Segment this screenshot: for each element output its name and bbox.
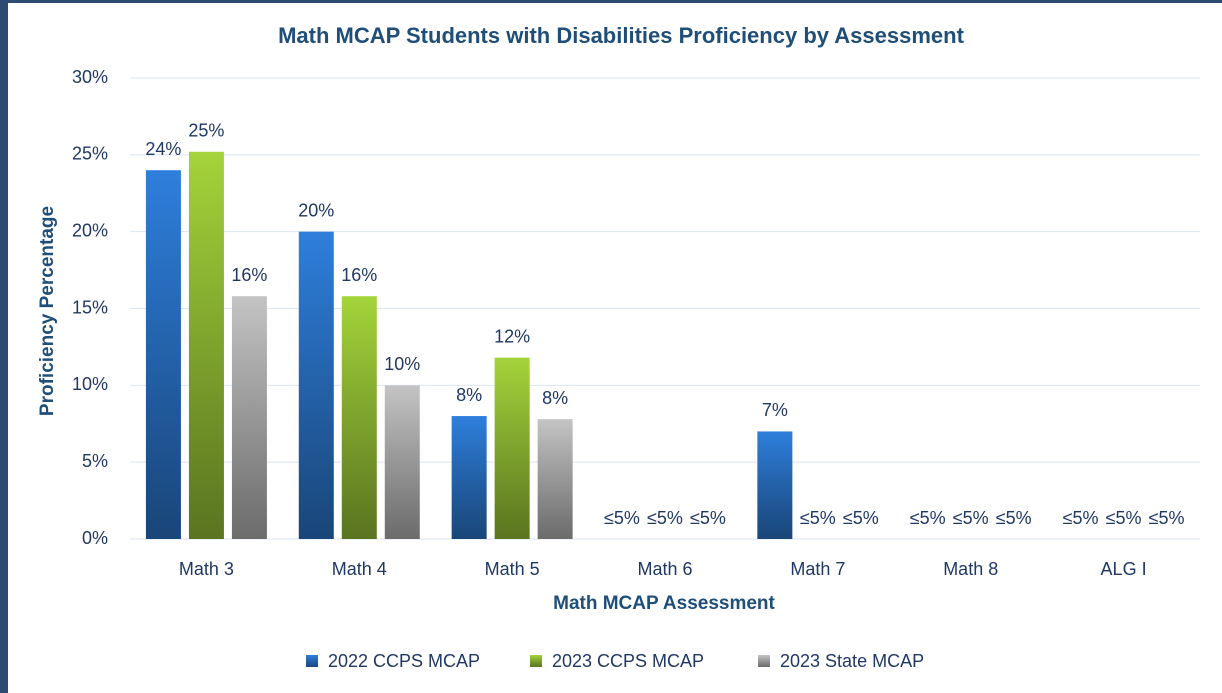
bar — [341, 296, 377, 539]
bar — [757, 431, 793, 539]
x-tick-label: Math 4 — [332, 559, 387, 579]
bar — [537, 419, 573, 539]
value-label: ≤5% — [690, 508, 726, 528]
x-tick-label: ALG I — [1101, 559, 1147, 579]
bar — [231, 296, 267, 539]
legend-label: 2023 CCPS MCAP — [552, 651, 704, 671]
x-tick-label: Math 7 — [790, 559, 845, 579]
bar — [188, 151, 224, 539]
value-label: 20% — [298, 200, 334, 220]
value-label: ≤5% — [1106, 508, 1142, 528]
x-tick-label: Math 8 — [943, 559, 998, 579]
bar — [145, 170, 181, 539]
bar — [298, 231, 334, 539]
value-label: ≤5% — [800, 508, 836, 528]
bar — [494, 357, 530, 539]
x-tick-label: Math 6 — [637, 559, 692, 579]
value-label: ≤5% — [604, 508, 640, 528]
legend-swatch — [530, 655, 542, 667]
value-label: 10% — [384, 354, 420, 374]
x-tick-label: Math 5 — [485, 559, 540, 579]
value-label: ≤5% — [910, 508, 946, 528]
value-label: 16% — [341, 265, 377, 285]
legend-swatch — [758, 655, 770, 667]
y-tick-label: 10% — [72, 374, 108, 394]
value-label: ≤5% — [1149, 508, 1185, 528]
legend-label: 2022 CCPS MCAP — [328, 651, 480, 671]
x-axis-title: Math MCAP Assessment — [553, 593, 775, 614]
value-label: 16% — [231, 265, 267, 285]
legend-swatch — [306, 655, 318, 667]
chart: Math MCAP Students with Disabilities Pro… — [8, 3, 1222, 693]
y-tick-label: 20% — [72, 220, 108, 240]
value-label: 25% — [188, 121, 224, 141]
chart-title: Math MCAP Students with Disabilities Pro… — [278, 23, 965, 48]
value-label: 24% — [145, 139, 181, 159]
y-tick-label: 30% — [72, 67, 108, 87]
value-label: 7% — [762, 400, 788, 420]
y-tick-label: 15% — [72, 297, 108, 317]
value-label: 8% — [542, 388, 568, 408]
value-label: 12% — [494, 326, 530, 346]
y-tick-label: 0% — [82, 528, 108, 548]
y-axis-title: Proficiency Percentage — [37, 206, 58, 416]
y-tick-label: 5% — [82, 451, 108, 471]
x-tick-label: Math 3 — [179, 559, 234, 579]
value-label: ≤5% — [996, 508, 1032, 528]
legend-label: 2023 State MCAP — [780, 651, 924, 671]
value-label: ≤5% — [647, 508, 683, 528]
bar — [451, 416, 487, 539]
value-label: 8% — [456, 385, 482, 405]
y-tick-label: 25% — [72, 144, 108, 164]
value-label: ≤5% — [1063, 508, 1099, 528]
value-label: ≤5% — [953, 508, 989, 528]
bar — [384, 385, 420, 539]
value-label: ≤5% — [843, 508, 879, 528]
